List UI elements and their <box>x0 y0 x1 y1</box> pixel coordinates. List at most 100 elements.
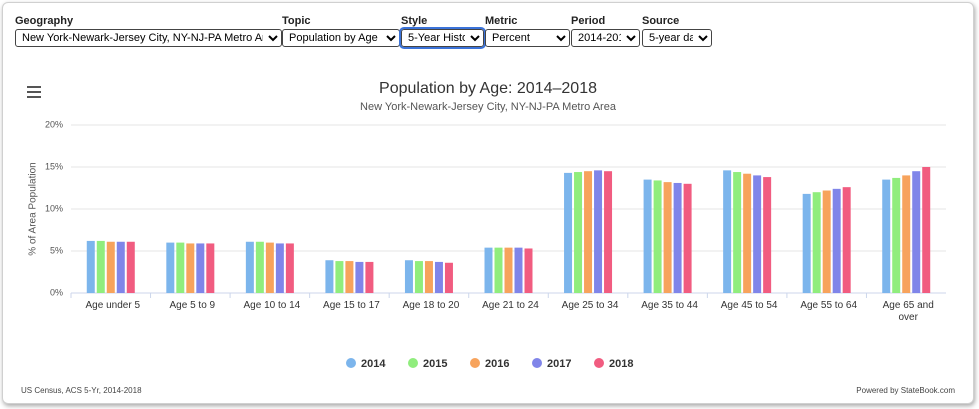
bar <box>723 170 732 293</box>
bar <box>116 241 125 293</box>
credit: Powered by StateBook.com <box>856 386 955 395</box>
bar <box>424 261 433 293</box>
x-tick-label: Age 55 to 64 <box>800 300 858 311</box>
bar <box>434 261 443 293</box>
dropdown[interactable]: 5-year data <box>642 29 712 47</box>
bar <box>265 242 274 293</box>
source-note: US Census, ACS 5-Yr, 2014-2018 <box>21 386 142 395</box>
y-tick-label: 20% <box>45 119 63 129</box>
bar <box>365 261 374 293</box>
legend-label[interactable]: 2016 <box>485 358 509 370</box>
bar <box>186 243 195 293</box>
y-tick-label: 15% <box>45 161 63 171</box>
bar <box>912 171 921 293</box>
dropdown[interactable]: Population by Age <box>282 29 400 47</box>
legend-label[interactable]: 2017 <box>547 358 571 370</box>
legend-marker <box>532 358 542 368</box>
chart: Population by Age: 2014–2018 New York-Ne… <box>27 80 946 370</box>
control-label: Topic <box>282 15 311 27</box>
y-tick-label: 10% <box>45 203 63 213</box>
bar <box>206 243 215 293</box>
bar <box>564 172 573 293</box>
x-tick-label: Age 65 and over <box>882 300 934 323</box>
control-label: Period <box>571 15 606 27</box>
bar <box>355 261 364 293</box>
chart-subtitle: New York-Newark-Jersey City, NY-NJ-PA Me… <box>360 101 617 113</box>
x-tick-label: Age 15 to 17 <box>323 300 380 311</box>
bar <box>504 247 513 293</box>
dropdown[interactable]: 5-Year History <box>399 27 486 49</box>
bar <box>275 243 284 293</box>
bar <box>594 170 603 293</box>
bar <box>673 182 682 293</box>
bar <box>196 243 205 293</box>
bar <box>335 261 344 293</box>
bar <box>176 242 185 293</box>
x-tick-label: Age 21 to 24 <box>482 300 539 311</box>
bar <box>892 177 901 293</box>
legend-marker <box>594 358 604 368</box>
bar <box>245 241 254 293</box>
bar <box>345 261 354 293</box>
bar <box>325 260 334 293</box>
bar <box>255 241 264 293</box>
bar <box>126 241 135 293</box>
legend-label[interactable]: 2015 <box>423 358 447 370</box>
dropdown[interactable]: 2014-2018 <box>571 29 640 47</box>
bar <box>832 188 841 293</box>
bar <box>285 243 294 293</box>
bar <box>444 262 453 293</box>
bar <box>404 260 413 293</box>
bar <box>653 180 662 293</box>
dropdown[interactable]: New York-Newark-Jersey City, NY-NJ-PA Me… <box>15 29 282 47</box>
menu-icon[interactable] <box>27 86 41 98</box>
bar <box>584 171 593 293</box>
bar <box>86 240 95 293</box>
control-label: Source <box>642 15 680 27</box>
control-label: Geography <box>15 15 74 27</box>
bar <box>574 172 583 293</box>
y-tick-label: 5% <box>50 245 63 255</box>
bar <box>484 247 493 293</box>
bar <box>663 182 672 293</box>
legend-marker <box>408 358 418 368</box>
chart-title: Population by Age: 2014–2018 <box>379 80 597 97</box>
x-tick-label: Age 35 to 44 <box>641 300 698 311</box>
bar <box>643 179 652 293</box>
control-label: Metric <box>485 15 518 27</box>
bar <box>604 171 613 293</box>
bar <box>106 241 115 293</box>
bar <box>812 192 821 293</box>
bar <box>514 247 523 293</box>
control-label: Style <box>401 15 428 27</box>
x-tick-label: Age 18 to 20 <box>402 300 460 311</box>
bar <box>753 175 762 293</box>
bar <box>524 248 533 293</box>
dropdown[interactable]: Percent <box>485 29 570 47</box>
legend-marker <box>470 358 480 368</box>
y-axis-label: % of Area Population <box>28 162 39 255</box>
bar <box>683 183 692 293</box>
legend-marker <box>346 358 356 368</box>
bar <box>743 173 752 293</box>
y-tick-label: 0% <box>50 287 63 297</box>
bar <box>733 172 742 293</box>
bar <box>902 175 911 293</box>
x-tick-label: Age 5 to 9 <box>169 300 216 311</box>
bar <box>822 190 831 293</box>
legend-label[interactable]: 2018 <box>609 358 633 370</box>
x-tick-label: Age 45 to 54 <box>720 300 778 311</box>
bar <box>922 167 931 293</box>
bar <box>494 247 503 293</box>
x-tick-label: Age 25 to 34 <box>561 300 619 311</box>
bar <box>842 187 851 293</box>
x-tick-label: Age 10 to 14 <box>243 300 301 311</box>
legend-label[interactable]: 2014 <box>361 358 386 370</box>
bar <box>166 242 175 293</box>
bar <box>882 179 891 293</box>
bar <box>802 193 811 293</box>
bar <box>96 240 105 293</box>
bar <box>414 261 423 293</box>
bar <box>763 177 772 293</box>
x-tick-label: Age under 5 <box>85 300 141 311</box>
